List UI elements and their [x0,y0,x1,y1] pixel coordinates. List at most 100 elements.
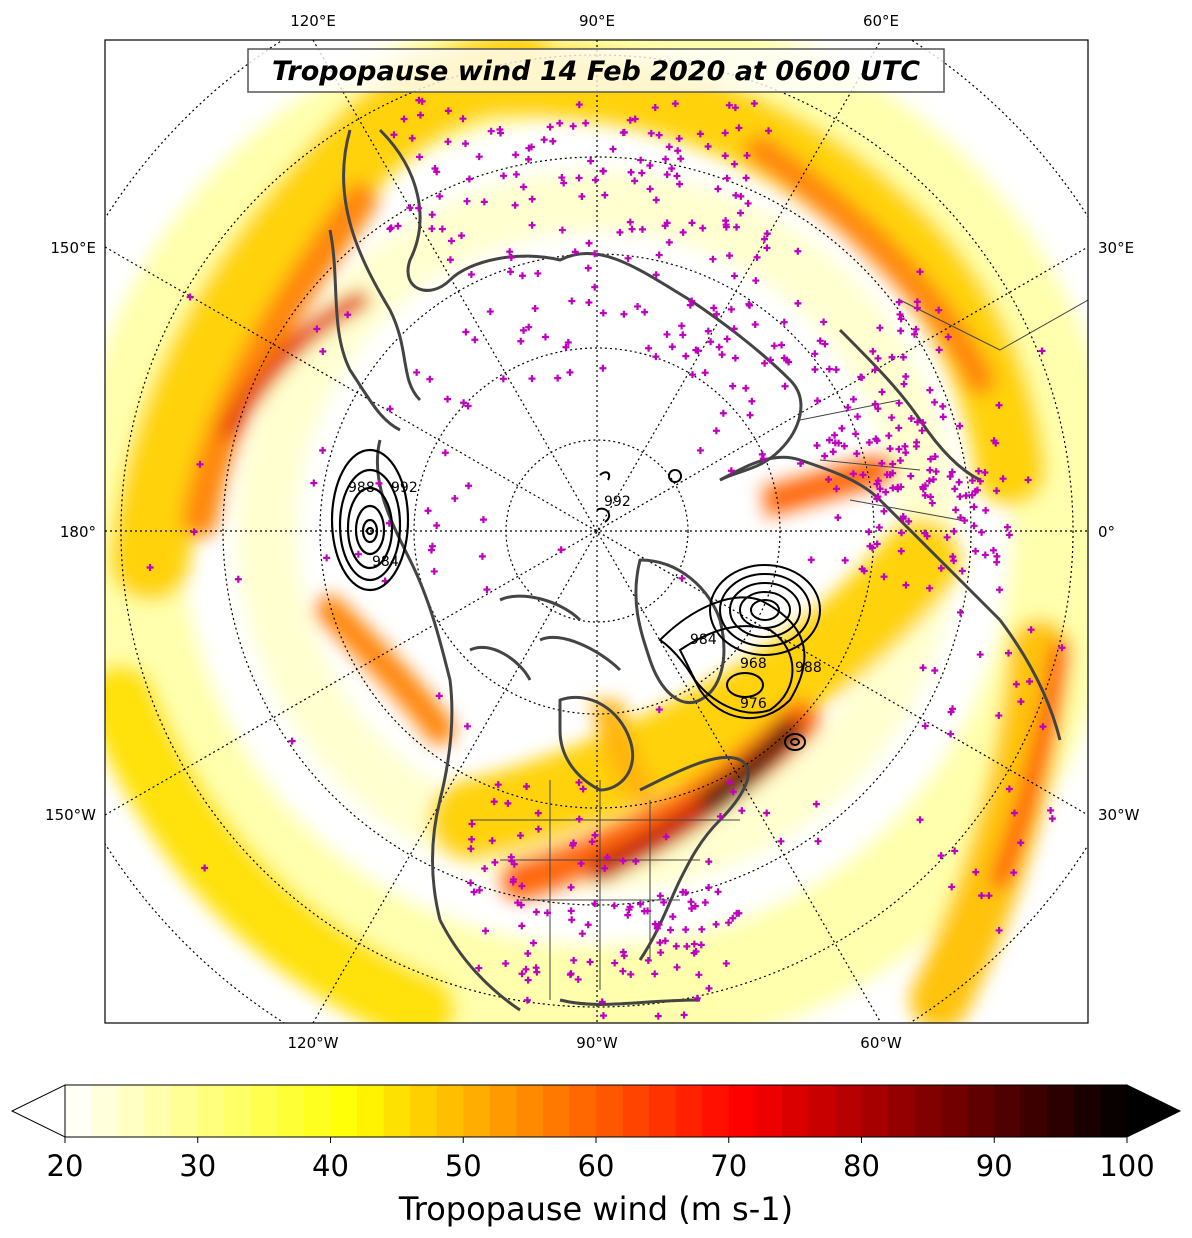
colorbar-under-arrow [10,1084,66,1138]
observation-marker [654,1012,662,1020]
map-title-box: Tropopause wind 14 Feb 2020 at 0600 UTC [247,48,945,93]
observation-marker [873,540,881,548]
observation-marker [494,781,502,789]
observation-marker [562,343,570,351]
observation-marker [978,528,986,536]
colorbar-bin [755,1085,783,1137]
observation-marker [587,157,595,165]
observation-marker [683,942,691,950]
observation-marker [632,857,640,865]
observation-marker [567,970,575,978]
colorbar-tick-label: 20 [47,1149,84,1183]
observation-marker [516,832,524,840]
observation-marker [730,272,738,280]
colorbar-tick-label: 90 [976,1149,1013,1183]
observation-marker [932,468,940,476]
observation-marker [400,115,408,123]
observation-marker [467,879,475,887]
observation-marker [636,900,644,908]
colorbar-bin [277,1085,305,1137]
observation-marker [599,1012,607,1020]
observation-marker [730,325,738,333]
observation-marker [671,100,679,108]
lon-label-left: 150°W [45,806,96,824]
observation-marker [323,554,331,562]
observation-marker [528,195,536,203]
observation-marker [745,300,753,308]
lon-label-top: 120°E [290,12,336,30]
observation-marker [578,192,586,200]
observation-marker [962,492,970,500]
lon-label-top: 90°E [579,12,615,30]
observation-marker [682,352,690,360]
observation-marker [714,185,722,193]
observation-marker [415,204,423,212]
colorbar-label: Tropopause wind (m s-1) [398,1190,793,1228]
observation-marker [743,152,751,160]
observation-marker [939,413,947,421]
observation-marker [441,449,449,457]
observation-marker [976,477,984,485]
observation-marker [752,277,760,285]
observation-marker [832,485,840,493]
observation-marker [522,965,530,973]
observation-marker [982,506,990,514]
observation-marker [460,399,468,407]
colorbar-bin [994,1085,1022,1137]
observation-marker [821,452,829,460]
observation-marker [907,472,915,480]
observation-marker [582,119,590,127]
colorbar-bin [357,1085,385,1137]
observation-marker [876,324,884,332]
observation-marker [190,528,198,536]
observation-marker [889,484,897,492]
observation-marker [288,737,296,745]
observation-marker [1017,698,1025,706]
observation-marker [464,402,472,410]
observation-marker [854,413,862,421]
observation-marker [641,308,649,316]
observation-marker [951,847,959,855]
observation-marker [995,401,1003,409]
observation-marker [865,528,873,536]
observation-marker [896,457,904,465]
observation-marker [554,374,562,382]
observation-marker [619,948,627,956]
observation-marker [844,403,852,411]
observation-marker [705,858,713,866]
observation-marker [394,222,402,230]
observation-marker [386,405,394,413]
observation-marker [655,251,663,259]
observation-marker [584,264,592,272]
observation-marker [993,552,1001,560]
observation-marker [880,573,888,581]
observation-marker [832,366,840,374]
observation-marker [568,916,576,924]
colorbar-bin [596,1085,624,1137]
observation-marker [1005,649,1012,657]
observation-marker [814,837,822,845]
observation-marker [520,326,528,334]
observation-marker [899,515,907,523]
observation-marker [518,272,526,280]
observation-marker [662,833,670,841]
observation-marker [748,397,756,405]
observation-marker [1026,678,1034,686]
observation-marker [646,185,654,193]
observation-marker [811,350,819,358]
colorbar-tick-label: 30 [179,1149,216,1183]
observation-marker [201,864,209,872]
observation-marker [738,807,746,815]
colorbar-bin [675,1085,703,1137]
observation-marker [925,477,933,485]
observation-marker [968,491,976,499]
observation-marker [957,514,965,522]
observation-marker [794,299,802,307]
observation-marker [534,269,542,277]
observation-marker [858,565,866,573]
observation-marker [673,963,681,971]
observation-marker [710,304,718,312]
